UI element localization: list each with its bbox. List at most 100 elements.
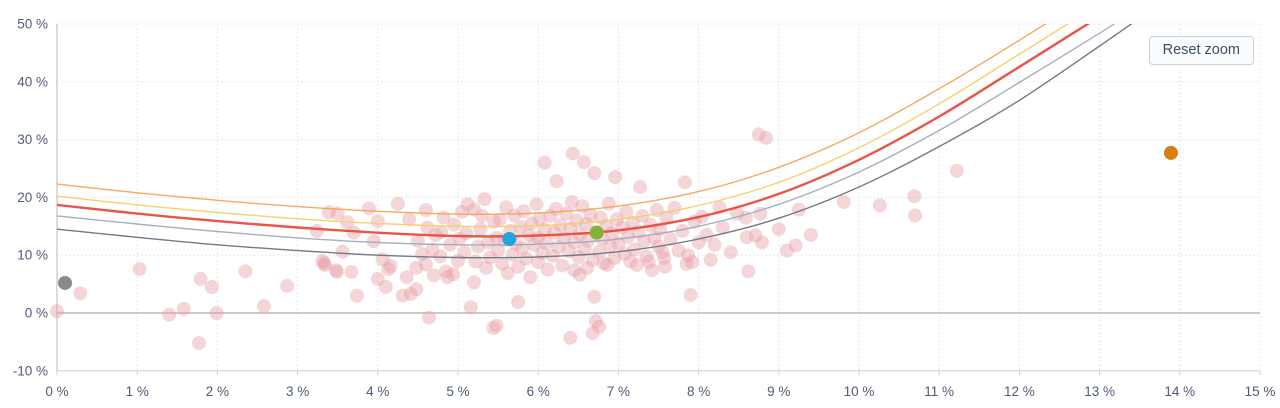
- scatter-point[interactable]: [500, 266, 515, 281]
- scatter-point[interactable]: [409, 260, 424, 275]
- scatter-point[interactable]: [492, 212, 507, 227]
- scatter-point[interactable]: [425, 242, 440, 257]
- scatter-point[interactable]: [191, 336, 206, 351]
- scatter-point[interactable]: [539, 236, 554, 251]
- green-point[interactable]: [589, 225, 604, 240]
- scatter-point[interactable]: [516, 204, 531, 219]
- scatter-point[interactable]: [585, 252, 600, 267]
- scatter-point[interactable]: [587, 289, 602, 304]
- scatter-point[interactable]: [162, 307, 177, 322]
- scatter-point[interactable]: [455, 204, 470, 219]
- scatter-point[interactable]: [836, 195, 851, 210]
- scatter-point[interactable]: [487, 214, 502, 229]
- scatter-point[interactable]: [489, 318, 504, 333]
- scatter-point[interactable]: [132, 262, 147, 277]
- scatter-point[interactable]: [418, 203, 433, 218]
- scatter-point[interactable]: [587, 166, 602, 181]
- scatter-point[interactable]: [344, 264, 359, 279]
- scatter-point[interactable]: [592, 244, 607, 259]
- scatter-point[interactable]: [471, 239, 486, 254]
- scatter-point[interactable]: [679, 256, 694, 271]
- scatter-point[interactable]: [629, 258, 644, 273]
- scatter-point[interactable]: [457, 245, 472, 260]
- scatter-point[interactable]: [739, 230, 754, 245]
- scatter-point[interactable]: [872, 198, 887, 213]
- scatter-point[interactable]: [529, 197, 544, 212]
- blue-point[interactable]: [502, 232, 517, 247]
- scatter-point[interactable]: [523, 270, 538, 285]
- scatter-point[interactable]: [531, 255, 546, 270]
- scatter-point[interactable]: [601, 196, 616, 211]
- scatter-point[interactable]: [723, 245, 738, 260]
- scatter-point[interactable]: [481, 235, 496, 250]
- gray-point[interactable]: [58, 275, 73, 290]
- scatter-point[interactable]: [209, 306, 224, 320]
- scatter-point[interactable]: [671, 243, 686, 258]
- scatter-point[interactable]: [563, 221, 578, 236]
- scatter-point[interactable]: [519, 251, 534, 266]
- scatter-point[interactable]: [50, 304, 64, 319]
- scatter-point[interactable]: [559, 206, 574, 221]
- scatter-point[interactable]: [256, 299, 271, 314]
- scatter-point[interactable]: [585, 326, 600, 341]
- scatter-point[interactable]: [788, 238, 803, 253]
- scatter-point[interactable]: [576, 155, 591, 170]
- scatter-point[interactable]: [754, 235, 769, 250]
- scatter-point[interactable]: [619, 204, 634, 219]
- scatter-point[interactable]: [440, 270, 455, 285]
- scatter-point[interactable]: [707, 237, 722, 252]
- scatter-point[interactable]: [748, 228, 763, 243]
- scatter-point[interactable]: [329, 264, 344, 279]
- scatter-point[interactable]: [677, 175, 692, 190]
- scatter-point[interactable]: [463, 300, 478, 315]
- scatter-point[interactable]: [477, 192, 492, 207]
- scatter-point[interactable]: [803, 227, 818, 242]
- scatter-point[interactable]: [657, 259, 672, 274]
- scatter-point[interactable]: [608, 170, 623, 185]
- scatter-point[interactable]: [715, 220, 730, 235]
- scatter-point[interactable]: [681, 248, 696, 263]
- scatter-point[interactable]: [395, 288, 410, 303]
- scatter-point[interactable]: [193, 271, 208, 286]
- scatter-point[interactable]: [204, 279, 219, 294]
- scatter-point[interactable]: [683, 288, 698, 303]
- scatter-point[interactable]: [730, 206, 745, 221]
- scatter-point[interactable]: [459, 226, 474, 241]
- scatter-point[interactable]: [381, 262, 396, 277]
- scatter-point[interactable]: [499, 200, 514, 215]
- scatter-point[interactable]: [383, 259, 398, 274]
- orange-point[interactable]: [1163, 145, 1178, 160]
- scatter-point[interactable]: [579, 216, 594, 231]
- scatter-point[interactable]: [549, 174, 564, 189]
- scatter-point[interactable]: [565, 146, 580, 161]
- scatter-point[interactable]: [753, 206, 768, 221]
- scatter-point[interactable]: [758, 130, 773, 145]
- scatter-point[interactable]: [403, 286, 418, 301]
- scatter-point[interactable]: [507, 208, 522, 223]
- scatter-point[interactable]: [645, 263, 660, 278]
- scatter-point[interactable]: [361, 201, 376, 216]
- scatter-point[interactable]: [908, 208, 923, 223]
- scatter-point[interactable]: [685, 255, 700, 270]
- scatter-point[interactable]: [907, 189, 922, 204]
- scatter-point[interactable]: [659, 210, 674, 225]
- scatter-point[interactable]: [561, 244, 576, 259]
- scatter-point[interactable]: [489, 230, 504, 245]
- scatter-point[interactable]: [524, 216, 539, 231]
- scatter-point[interactable]: [346, 225, 361, 240]
- scatter-point[interactable]: [751, 127, 766, 142]
- scatter-point[interactable]: [176, 301, 191, 316]
- scatter-point[interactable]: [555, 258, 570, 273]
- scatter-point[interactable]: [467, 202, 482, 217]
- scatter-point[interactable]: [603, 238, 618, 253]
- scatter-point[interactable]: [511, 259, 526, 274]
- scatter-point[interactable]: [580, 260, 595, 275]
- scatter-point[interactable]: [317, 258, 332, 273]
- scatter-point[interactable]: [532, 211, 547, 226]
- scatter-point[interactable]: [495, 256, 510, 271]
- scatter-point[interactable]: [703, 252, 718, 267]
- scatter-point[interactable]: [663, 232, 678, 247]
- scatter-point[interactable]: [511, 295, 526, 310]
- scatter-point[interactable]: [438, 264, 453, 279]
